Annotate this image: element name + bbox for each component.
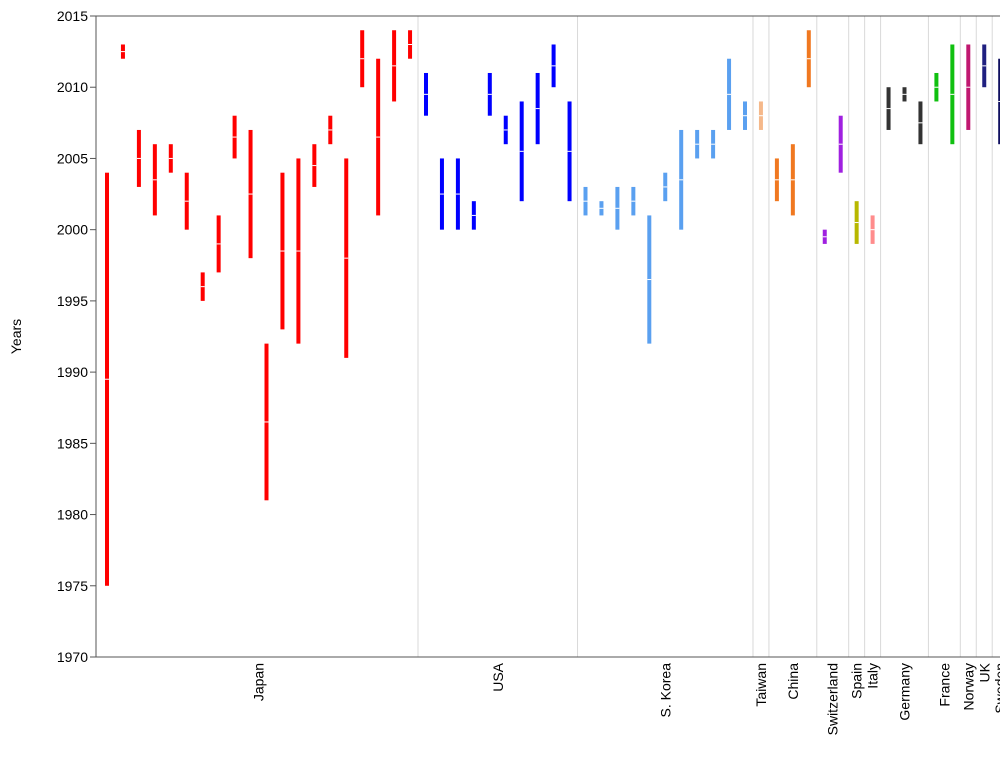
y-tick-label: 2005 — [57, 150, 88, 166]
y-tick-label: 1995 — [57, 293, 88, 309]
y-tick-label: 2010 — [57, 79, 88, 95]
group-label: Italy — [865, 663, 881, 689]
group-label: Switzerland — [825, 663, 841, 735]
y-tick-label: 1980 — [57, 507, 88, 523]
y-axis-label: Years — [8, 319, 24, 354]
group-label: Norway — [960, 663, 976, 710]
y-tick-label: 1990 — [57, 364, 88, 380]
y-tick-label: 1975 — [57, 578, 88, 594]
y-axis: 1970 1975 1980 1985 1990 1995 2000 2005 2010 2015 — [57, 8, 1000, 665]
group-label: S. Korea — [657, 663, 673, 718]
x-axis: Japan USA S. Korea Taiwan China Switzerland Sp… — [96, 656, 1000, 735]
group-label: Sweden — [992, 663, 1000, 714]
group-label: USA — [490, 662, 506, 691]
range-bars — [105, 30, 1000, 586]
group-label: Germany — [897, 663, 913, 721]
y-tick-label: 2015 — [57, 8, 88, 24]
group-label: Taiwan — [753, 663, 769, 707]
y-tick-label: 1985 — [57, 435, 88, 451]
group-label: France — [936, 663, 952, 707]
y-tick-label: 1970 — [57, 649, 88, 665]
group-label: Japan — [251, 663, 267, 701]
y-tick-label: 2000 — [57, 222, 88, 238]
group-label: Spain — [849, 663, 865, 699]
group-label: UK — [976, 662, 992, 682]
group-label: China — [785, 663, 801, 700]
group-separators — [417, 16, 993, 657]
